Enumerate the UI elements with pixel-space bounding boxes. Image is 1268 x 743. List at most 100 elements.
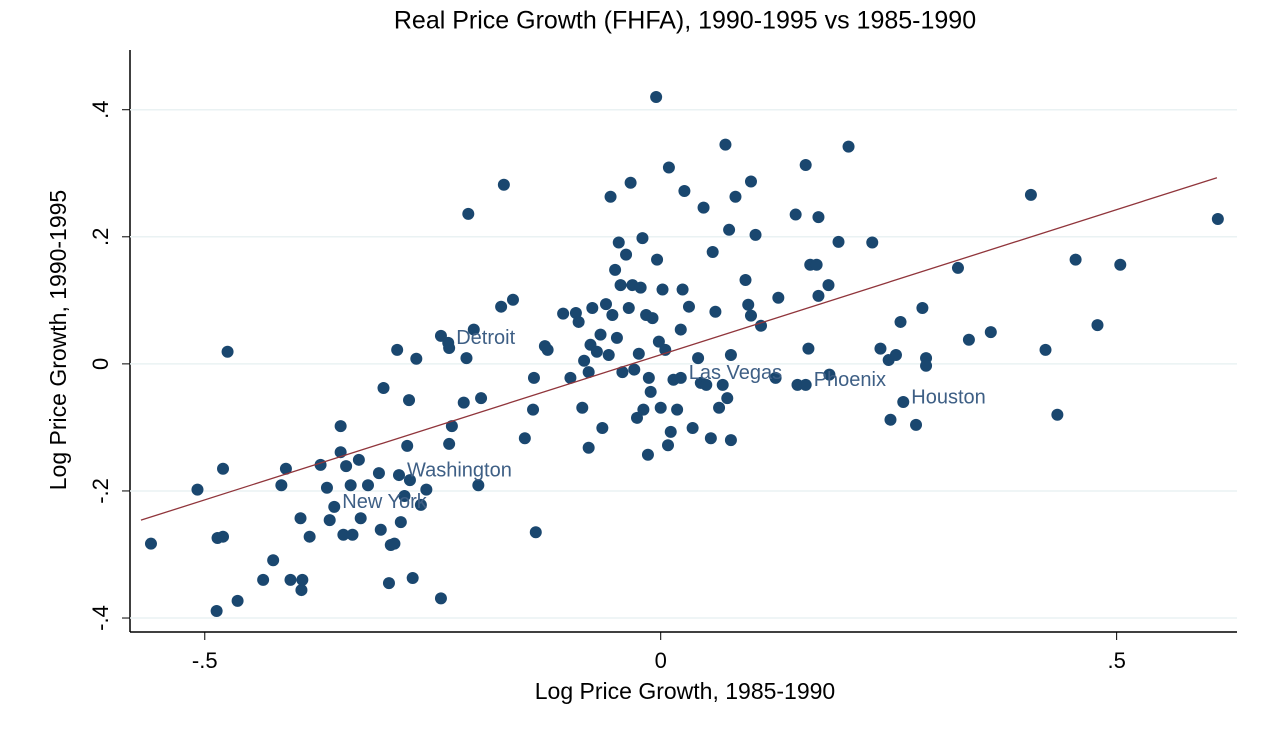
point (874, 342, 887, 355)
point (564, 371, 577, 384)
point (295, 584, 308, 597)
point (704, 432, 717, 445)
point-label: Las Vegas (689, 362, 782, 384)
point (582, 441, 595, 454)
point (622, 301, 635, 314)
point (676, 283, 689, 296)
point (719, 138, 732, 151)
x-tick-label: 0 (655, 648, 667, 673)
x-tick-label: -.5 (192, 648, 218, 673)
point (541, 343, 554, 356)
point (742, 298, 755, 311)
point (460, 352, 473, 365)
point (445, 420, 458, 433)
point (951, 261, 964, 274)
point-label: Detroit (456, 327, 515, 349)
point (721, 392, 734, 405)
point (391, 343, 404, 356)
point (661, 439, 674, 452)
point (802, 342, 815, 355)
point (620, 248, 633, 261)
point (374, 523, 387, 536)
point (467, 323, 480, 336)
point (642, 371, 655, 384)
point (279, 462, 292, 475)
point (354, 512, 367, 525)
point (654, 401, 667, 414)
point (275, 479, 288, 492)
point (624, 176, 637, 189)
point (352, 453, 365, 466)
point (221, 345, 234, 358)
point (334, 420, 347, 433)
point (267, 554, 280, 567)
point (884, 413, 897, 426)
point (506, 293, 519, 306)
chart-title: Real Price Growth (FHFA), 1990-1995 vs 1… (394, 7, 976, 35)
point (832, 235, 845, 248)
point (610, 331, 623, 344)
point (398, 490, 411, 503)
point (671, 403, 684, 416)
point-label: Houston (911, 386, 986, 408)
y-tick-label: .2 (88, 228, 113, 246)
point (217, 462, 230, 475)
point (606, 308, 619, 321)
point (744, 309, 757, 322)
point (475, 392, 488, 405)
point (394, 516, 407, 529)
point (772, 291, 785, 304)
point (527, 403, 540, 416)
point (713, 401, 726, 414)
point (678, 185, 691, 198)
fit-line (140, 177, 1218, 521)
point (755, 319, 768, 332)
point (656, 283, 669, 296)
y-tick-label: 0 (88, 358, 113, 370)
point (628, 363, 641, 376)
point (724, 434, 737, 447)
point (664, 425, 677, 438)
point (674, 323, 687, 336)
point (294, 512, 307, 525)
point (1024, 188, 1037, 201)
point (729, 190, 742, 203)
point (799, 378, 812, 391)
point (1069, 253, 1082, 266)
point (303, 530, 316, 543)
point (410, 352, 423, 365)
point (644, 385, 657, 398)
point (700, 378, 713, 391)
point (614, 279, 627, 292)
point (340, 460, 353, 473)
point (497, 178, 510, 191)
point (217, 530, 230, 543)
x-axis-title: Log Price Growth, 1985-1990 (535, 678, 835, 704)
y-axis-title: Log Price Growth, 1990-1995 (45, 190, 71, 490)
point (144, 537, 157, 550)
point (372, 467, 385, 480)
point (1211, 213, 1224, 226)
point (1091, 319, 1104, 332)
point (706, 246, 719, 259)
point (1039, 343, 1052, 356)
y-tick-label: .4 (88, 101, 113, 119)
point (823, 368, 836, 381)
point (361, 479, 374, 492)
y-tick-label: -.4 (88, 605, 113, 631)
point (889, 348, 902, 361)
point (594, 328, 607, 341)
point (599, 298, 612, 311)
point (652, 335, 665, 348)
point (590, 345, 603, 358)
point (650, 91, 663, 104)
point (572, 315, 585, 328)
point (894, 315, 907, 328)
point (434, 592, 447, 605)
point (191, 483, 204, 496)
point (442, 336, 455, 349)
point-label: Phoenix (814, 369, 886, 391)
point (527, 371, 540, 384)
point (651, 253, 664, 266)
